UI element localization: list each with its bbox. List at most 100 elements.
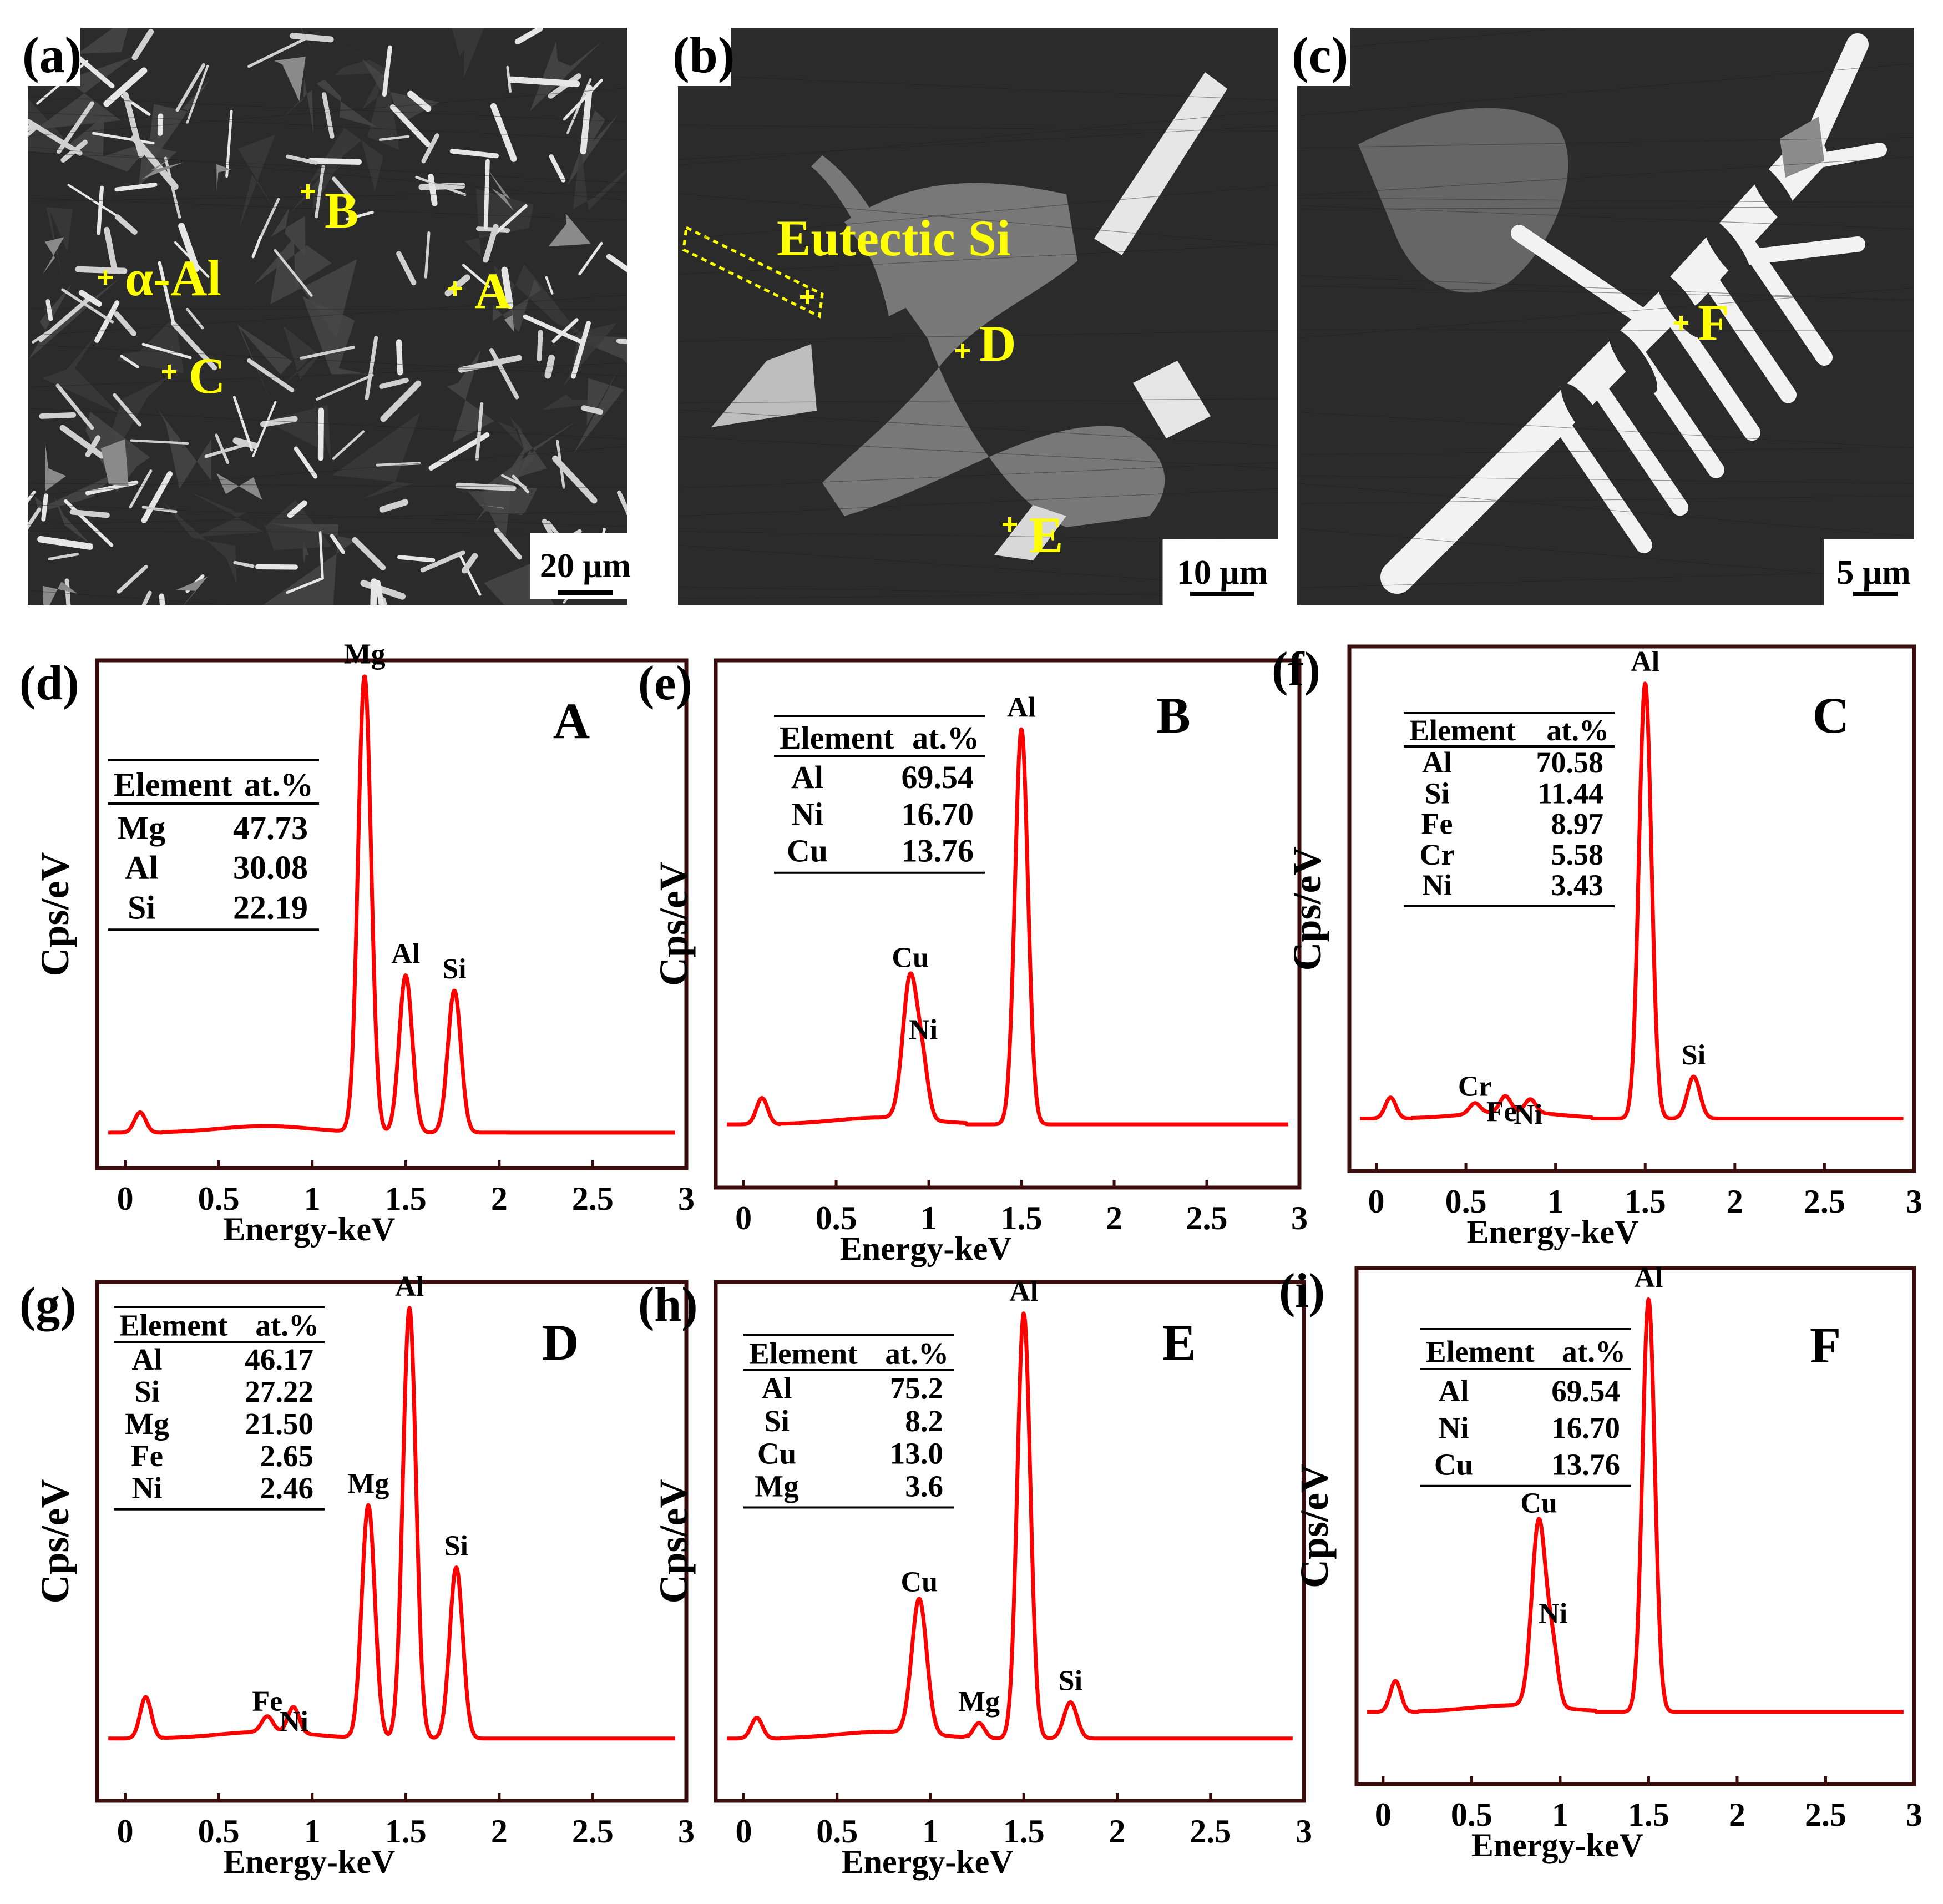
table-element: Cu [757, 1437, 796, 1471]
table-value: 69.54 [902, 759, 974, 795]
x-tick-label: 2.5 [1186, 1200, 1228, 1236]
point-marker: α-Al [98, 250, 221, 306]
table-value: 3.6 [905, 1469, 943, 1503]
peak-label: Si [444, 1530, 468, 1562]
table-element: Al [762, 1371, 792, 1405]
point-marker: Eutectic Si [777, 210, 1011, 304]
x-tick-label: 3 [1296, 1813, 1312, 1850]
panel-label: (f) [1272, 643, 1320, 696]
micrograph-texture [678, 28, 1278, 600]
table-element: Al [125, 850, 158, 886]
x-tick-label: 0 [117, 1813, 134, 1850]
table-element: Ni [791, 796, 823, 832]
table-element: Si [1424, 776, 1449, 810]
table-value: 70.58 [1536, 746, 1604, 779]
spectrum-line [1359, 681, 1905, 1120]
peak-label: Fe [1486, 1096, 1517, 1128]
peak-label: Ni [1539, 1598, 1567, 1629]
x-tick-label: 1 [304, 1813, 321, 1850]
point-marker-label: B [325, 182, 358, 239]
peak-label: Al [1634, 1262, 1663, 1294]
table-value: 21.50 [245, 1407, 313, 1441]
x-tick-label: 1.5 [1001, 1200, 1043, 1236]
x-axis-label: Energy-keV [1466, 1214, 1638, 1250]
peak-label: Mg [958, 1686, 1000, 1718]
table-value: 8.97 [1551, 807, 1604, 841]
micrograph-a: (a) Bα-Al A C 20 μm [19, 19, 641, 605]
point-label: E [1162, 1314, 1196, 1371]
point-label: C [1813, 687, 1849, 744]
x-tick-label: 1 [1552, 1796, 1568, 1833]
table-header-value: at.% [1562, 1335, 1626, 1368]
point-label: B [1156, 687, 1190, 744]
table-header-element: Element [749, 1336, 858, 1370]
table-value: 3.43 [1551, 868, 1604, 902]
scale-bar-label: 10 μm [1177, 554, 1268, 592]
micrograph-b: (b) Eutectic Si D E 10 μm [670, 19, 1282, 606]
point-marker: C [162, 347, 225, 404]
x-tick-label: 2 [1106, 1200, 1122, 1236]
x-tick-label: 2 [491, 1180, 508, 1217]
table-header-value: at.% [912, 720, 979, 756]
table-value: 8.2 [905, 1404, 943, 1438]
point-label: F [1810, 1317, 1841, 1373]
panel-label: (e) [638, 656, 692, 710]
y-axis-label: Cps/eV [33, 1479, 77, 1603]
peak-label: Al [391, 938, 420, 969]
x-tick-label: 0.5 [198, 1813, 240, 1850]
table-value: 75.2 [890, 1371, 943, 1405]
x-axis-label: Energy-keV [840, 1230, 1012, 1267]
table-element: Cu [787, 833, 828, 869]
table-header-element: Element [780, 720, 894, 756]
x-tick-label: 3 [1291, 1200, 1308, 1236]
table-header-value: at.% [1547, 714, 1609, 747]
x-tick-label: 1 [1547, 1183, 1564, 1220]
peak-label: Cu [1520, 1487, 1557, 1519]
x-tick-label: 0 [1368, 1183, 1384, 1220]
peak-label: Ni [909, 1014, 938, 1046]
table-header-element: Element [119, 1309, 228, 1342]
peak-label: Cr [1458, 1071, 1492, 1103]
x-tick-label: 1.5 [1628, 1796, 1669, 1833]
panel-label: (b) [672, 27, 735, 83]
spectrum-line [1366, 1297, 1905, 1714]
scale-bar-label: 5 μm [1836, 554, 1910, 592]
table-element: Mg [755, 1469, 798, 1503]
table-value: 2.65 [260, 1439, 313, 1473]
x-tick-label: 1.5 [385, 1813, 427, 1850]
table-element: Si [764, 1404, 790, 1438]
x-tick-label: 1.5 [1625, 1183, 1666, 1220]
peak-label: Al [1007, 692, 1036, 724]
point-marker-label: D [979, 315, 1016, 372]
table-element: Si [128, 889, 155, 926]
panel-label: (a) [22, 27, 82, 83]
micrograph-c: (c) F 5 μm [1289, 19, 1924, 606]
point-marker: A [448, 262, 511, 319]
table-value: 47.73 [233, 810, 308, 846]
table-element: Si [134, 1375, 160, 1408]
x-tick-label: 0.5 [816, 1200, 857, 1236]
table-element: Ni [1422, 868, 1452, 902]
peak-label: Si [442, 953, 466, 985]
table-element: Ni [1439, 1411, 1469, 1445]
x-tick-label: 2.5 [572, 1813, 614, 1850]
panel-label: (d) [19, 656, 79, 710]
x-axis-label: Energy-keV [1471, 1827, 1643, 1863]
spectrum-line [726, 1311, 1294, 1741]
y-axis-label: Cps/eV [651, 1479, 696, 1603]
x-tick-label: 3 [678, 1180, 695, 1217]
peak-label: Al [395, 1271, 424, 1302]
table-value: 5.58 [1551, 838, 1604, 871]
x-tick-label: 0 [117, 1180, 134, 1217]
x-tick-label: 1 [920, 1200, 937, 1236]
plot-frame [95, 1280, 689, 1803]
x-tick-label: 2 [491, 1813, 508, 1850]
peak-label: Mg [347, 1468, 389, 1499]
table-element: Mg [118, 810, 166, 846]
peak-label: Al [1631, 646, 1659, 678]
